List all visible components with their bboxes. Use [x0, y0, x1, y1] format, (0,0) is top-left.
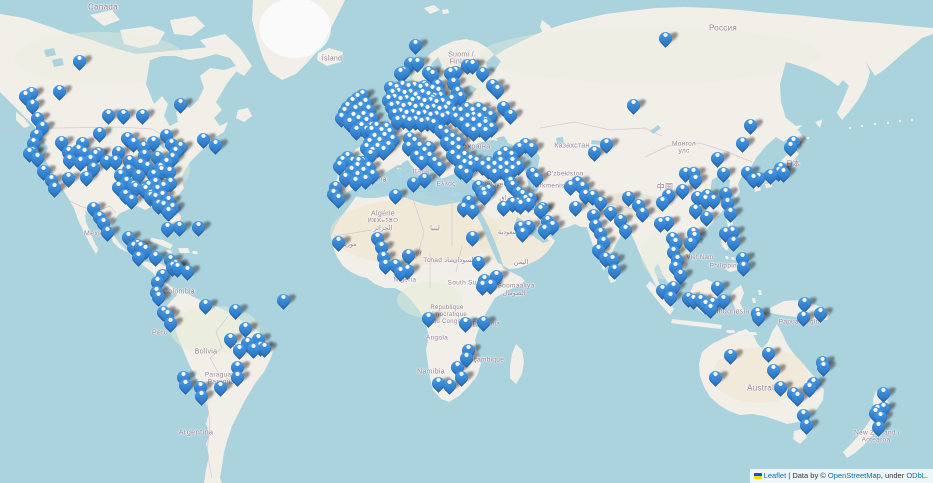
map-marker[interactable]	[385, 186, 405, 205]
map-marker[interactable]	[707, 149, 727, 168]
map-marker[interactable]	[188, 218, 208, 237]
map-marker[interactable]	[195, 296, 215, 315]
map-marker[interactable]	[273, 291, 293, 310]
attribution-separator: |	[788, 471, 791, 480]
attribution-end: .	[925, 471, 928, 480]
map-marker[interactable]	[157, 219, 177, 238]
map-marker[interactable]	[113, 106, 133, 125]
map-marker[interactable]	[462, 228, 482, 247]
map-marker[interactable]	[227, 368, 247, 387]
map-marker[interactable]	[740, 116, 760, 135]
map-marker[interactable]	[623, 96, 643, 115]
map-marker[interactable]	[473, 313, 493, 332]
map-marker[interactable]	[328, 233, 348, 252]
leaflet-link[interactable]: Leaflet	[763, 471, 787, 480]
attribution-bar: Leaflet | Data by © OpenStreetMap, under…	[749, 469, 933, 483]
map-marker[interactable]	[810, 304, 830, 323]
map-marker[interactable]	[758, 344, 778, 363]
ukraine-flag-icon	[753, 473, 762, 479]
map-marker[interactable]	[235, 319, 255, 338]
map-marker[interactable]	[49, 82, 69, 101]
attribution-prefix: Data by ©	[792, 471, 826, 480]
map-marker[interactable]	[672, 181, 692, 200]
odbl-link[interactable]: ODbL	[906, 471, 926, 480]
map-marker[interactable]	[98, 106, 118, 125]
map-marker[interactable]	[225, 301, 245, 320]
map-marker[interactable]	[793, 308, 813, 327]
map-marker[interactable]	[873, 384, 893, 403]
map-marker[interactable]	[58, 169, 78, 188]
map-marker[interactable]	[468, 253, 488, 272]
map-marker[interactable]	[763, 361, 783, 380]
map-marker[interactable]	[405, 36, 425, 55]
map-marker[interactable]	[89, 124, 109, 143]
osm-link[interactable]: OpenStreetMap	[827, 471, 881, 480]
map-marker[interactable]	[705, 368, 725, 387]
map-marker[interactable]	[69, 52, 89, 71]
map-marker[interactable]	[655, 29, 675, 48]
map-marker[interactable]	[170, 95, 190, 114]
map-marker[interactable]	[455, 314, 475, 333]
map-marker[interactable]	[418, 309, 438, 328]
attribution-suffix: , under	[880, 471, 905, 480]
map-marker[interactable]	[720, 346, 740, 365]
map-marker[interactable]	[210, 378, 230, 397]
map-marker[interactable]	[732, 134, 752, 153]
map-marker[interactable]	[132, 106, 152, 125]
